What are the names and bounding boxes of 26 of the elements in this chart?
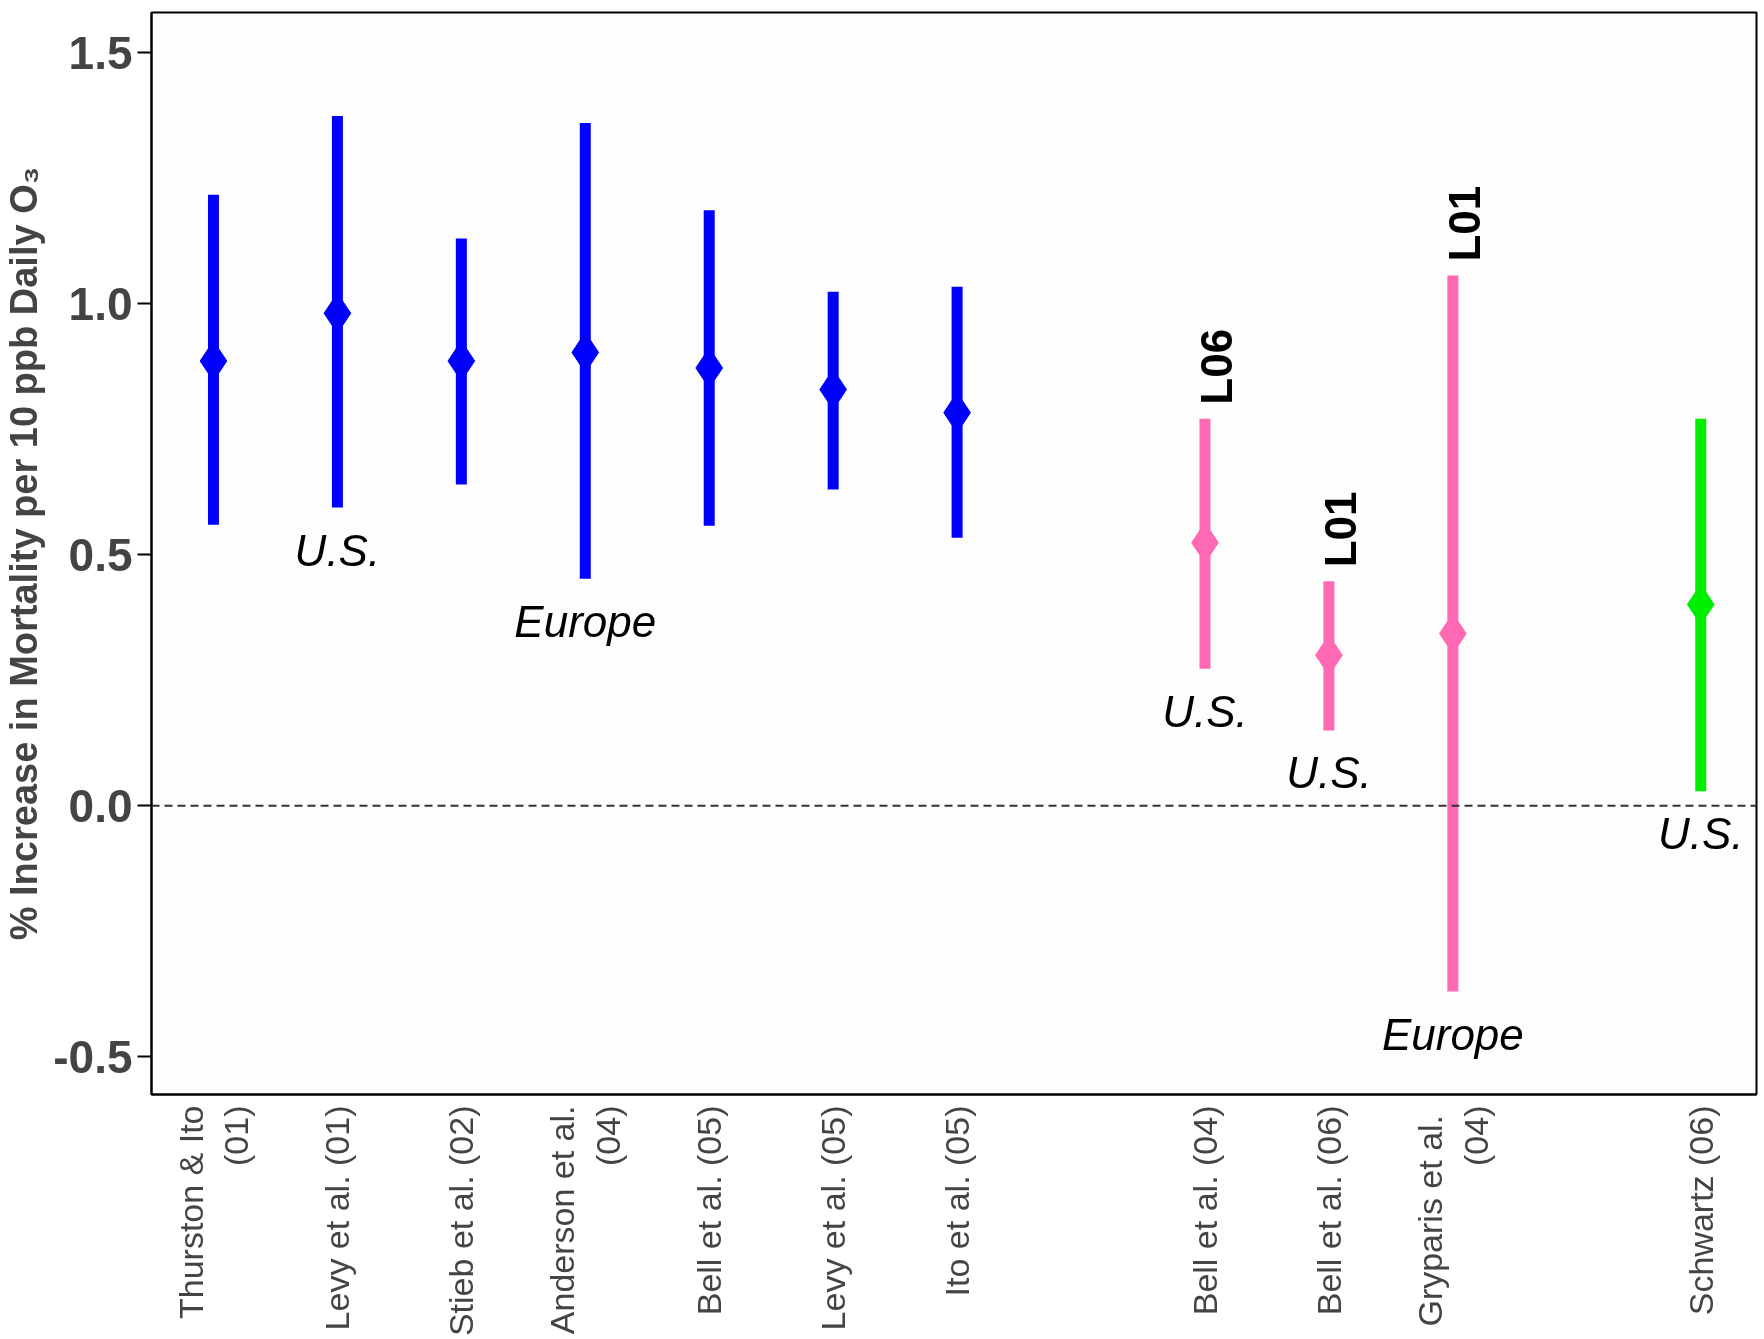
annotation: U.S. bbox=[1657, 809, 1744, 859]
annotation: L06 bbox=[1192, 328, 1242, 405]
x-tick-label: Schwartz (06) bbox=[1681, 1105, 1720, 1316]
x-tick-label: Levy et al. (01) bbox=[318, 1105, 357, 1331]
annotation: U.S. bbox=[1162, 686, 1248, 736]
y-tick-label: 1.5 bbox=[68, 26, 133, 79]
annotation: U.S. bbox=[294, 525, 381, 575]
x-tick-label: Bell et al. (04) bbox=[1185, 1105, 1224, 1316]
x-tick-label: Ito et al. (05) bbox=[938, 1105, 977, 1297]
y-tick-label: 0.0 bbox=[68, 779, 133, 832]
x-tick-label: Stieb et al. (02) bbox=[442, 1105, 481, 1337]
y-tick-label: 1.0 bbox=[68, 277, 133, 330]
y-tick-label: 0.5 bbox=[68, 528, 133, 581]
x-tick-label: Gryparis et al. (04) bbox=[1411, 1105, 1495, 1327]
annotation: L01 bbox=[1316, 491, 1366, 568]
y-axis-title: % Increase in Mortality per 10 ppb Daily O₃ bbox=[3, 166, 46, 941]
annotation: U.S. bbox=[1286, 748, 1372, 798]
x-tick-label: Levy et al. (05) bbox=[814, 1105, 853, 1331]
x-tick-label: Anderson et al. (04) bbox=[543, 1105, 628, 1335]
y-tick-label: -0.5 bbox=[53, 1030, 133, 1083]
x-tick-label: Bell et al. (06) bbox=[1309, 1105, 1348, 1316]
x-tick-label: Bell et al. (05) bbox=[690, 1105, 729, 1316]
annotation: L01 bbox=[1440, 185, 1490, 262]
annotation: Europe bbox=[514, 596, 657, 646]
annotation: Europe bbox=[1381, 1009, 1524, 1059]
x-tick-label: Thurston & Ito (01) bbox=[171, 1105, 256, 1320]
